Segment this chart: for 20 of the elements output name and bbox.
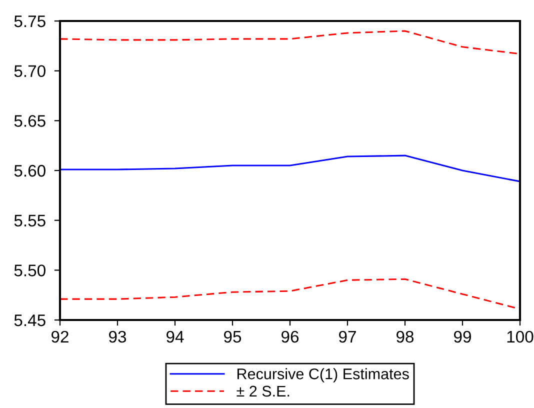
y-tick-label: 5.70 [14,65,46,78]
x-tick-label: 99 [454,330,471,343]
x-tick-label: 98 [396,330,414,343]
x-tick-label: 100 [507,330,534,343]
legend-label: Recursive C(1) Estimates [238,368,409,382]
x-tick-label: 96 [282,330,299,343]
y-tick-label: 5.50 [14,264,46,276]
y-tick-label: 5.55 [14,214,46,227]
x-tick-label: 94 [166,330,184,343]
line-series [60,30,520,55]
y-tick-label: 5.65 [14,115,46,127]
y-tick-label: 5.45 [14,314,46,326]
x-tick-label: 93 [109,330,126,343]
x-tick-label: 92 [52,330,68,343]
x-tick-label: 95 [224,330,242,343]
x-tick-label: 97 [339,330,356,343]
legend-label: ± 2 S.E. [236,386,290,397]
y-tick-label: 5.75 [14,16,46,28]
y-tick-label: 5.60 [14,164,46,177]
line-series [60,154,520,182]
